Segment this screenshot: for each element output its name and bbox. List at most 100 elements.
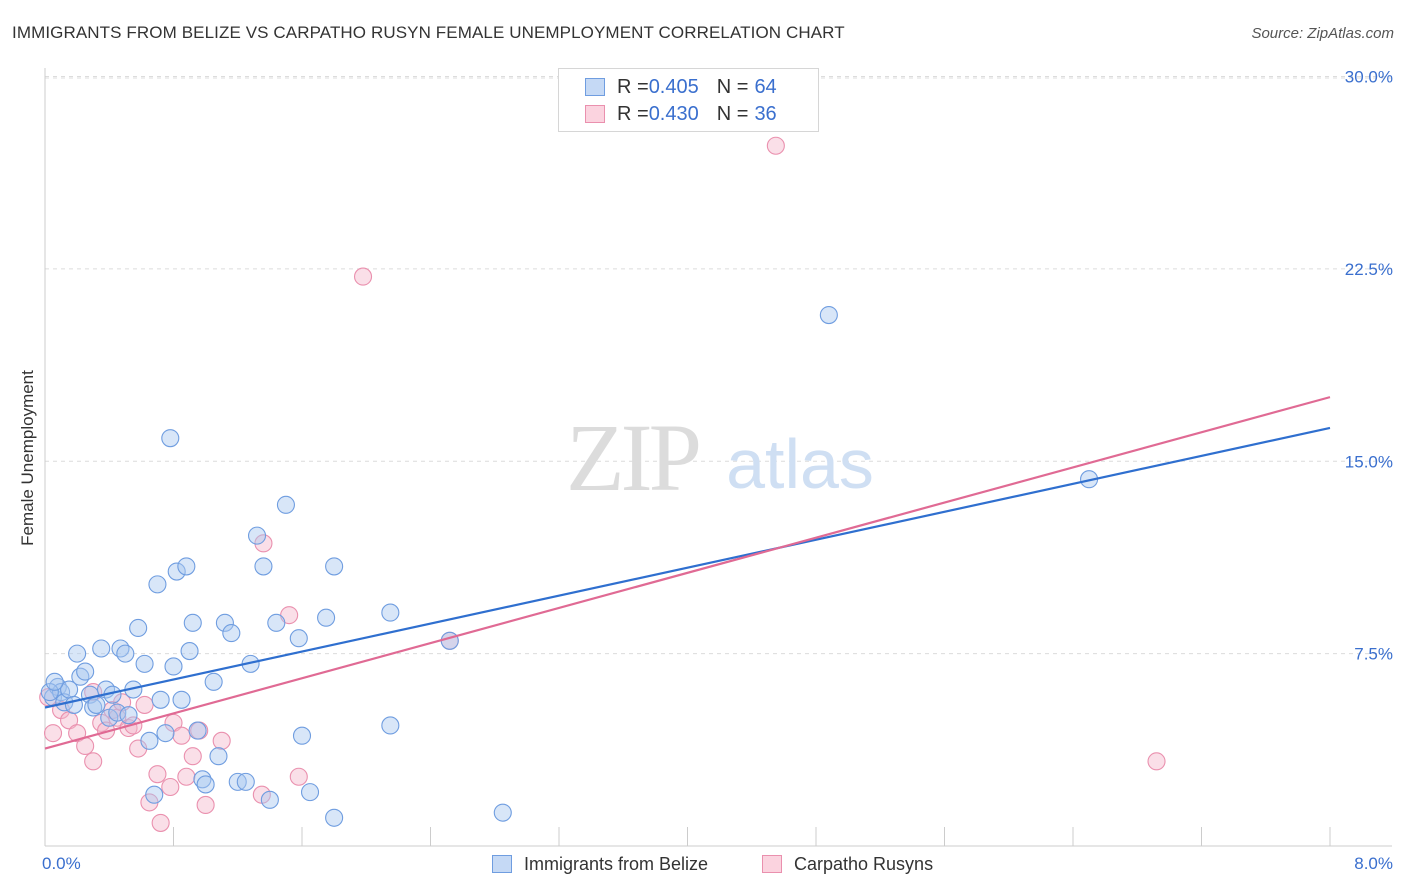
trend-lines bbox=[44, 396, 1331, 750]
x-tick-label-max: 8.0% bbox=[1354, 854, 1393, 873]
data-point-belize bbox=[222, 624, 241, 643]
series-belize-points bbox=[40, 305, 1099, 827]
data-point-belize bbox=[71, 667, 90, 686]
data-point-belize bbox=[45, 672, 64, 691]
data-point-belize bbox=[140, 731, 159, 750]
data-point-belize bbox=[135, 654, 154, 673]
data-point-belize bbox=[247, 526, 267, 545]
data-point-belize bbox=[209, 747, 228, 766]
data-point-carpatho-rusyns bbox=[1147, 752, 1166, 771]
data-point-belize bbox=[196, 775, 215, 794]
data-point-belize bbox=[87, 695, 106, 714]
data-point-belize bbox=[215, 613, 234, 632]
data-point-belize bbox=[260, 790, 279, 809]
data-point-belize bbox=[84, 698, 103, 717]
watermark-zip: ZIP bbox=[566, 404, 699, 511]
data-point-belize bbox=[145, 785, 164, 804]
legend-r-value: 0.405 bbox=[648, 75, 699, 98]
legend-n-value: 36 bbox=[754, 102, 777, 125]
data-point-belize bbox=[76, 662, 95, 681]
data-point-belize bbox=[267, 613, 286, 632]
y-tick-label: 15.0% bbox=[1345, 452, 1393, 471]
data-point-carpatho-rusyns bbox=[84, 752, 103, 771]
data-point-belize bbox=[292, 726, 312, 745]
data-point-belize bbox=[204, 672, 223, 691]
data-point-belize bbox=[236, 772, 255, 791]
data-point-belize bbox=[381, 603, 400, 622]
data-point-belize bbox=[300, 783, 320, 802]
watermark: ZIP atlas bbox=[566, 404, 874, 511]
data-point-belize bbox=[188, 721, 207, 740]
legend-row-belize: R = 0.405 N = 64 bbox=[585, 76, 777, 98]
data-point-carpatho-rusyns bbox=[353, 267, 373, 286]
data-point-belize bbox=[183, 613, 202, 632]
data-point-carpatho-rusyns bbox=[161, 777, 180, 797]
data-point-belize bbox=[317, 608, 336, 627]
trend-line-belize bbox=[44, 426, 1331, 709]
data-point-belize bbox=[167, 562, 186, 581]
y-tick-label: 22.5% bbox=[1345, 260, 1393, 279]
data-point-belize bbox=[119, 706, 138, 725]
bottom-legend-swatch-pink bbox=[762, 855, 782, 873]
legend-r-label: R = bbox=[617, 75, 649, 98]
data-point-belize bbox=[156, 724, 175, 743]
trend-line-carpatho-rusyns bbox=[44, 396, 1331, 750]
data-point-belize bbox=[276, 495, 295, 514]
data-point-belize bbox=[92, 639, 111, 658]
data-point-belize bbox=[325, 557, 344, 576]
bottom-legend-label-belize: Immigrants from Belize bbox=[524, 853, 709, 874]
data-point-belize bbox=[177, 557, 196, 576]
data-point-belize bbox=[148, 575, 167, 594]
data-point-belize bbox=[254, 557, 273, 576]
watermark-atlas: atlas bbox=[726, 425, 874, 503]
grid-layer bbox=[45, 76, 1392, 655]
y-tick-label: 7.5% bbox=[1354, 645, 1393, 664]
axes-layer bbox=[44, 68, 1392, 847]
legend-row-rusyn: R = 0.430 N = 36 bbox=[585, 103, 777, 125]
data-point-belize bbox=[68, 644, 87, 663]
data-point-belize bbox=[819, 305, 838, 325]
correlation-legend: R = 0.405 N = 64 R = 0.430 N = 36 bbox=[558, 68, 819, 132]
data-point-carpatho-rusyns bbox=[212, 731, 231, 750]
bottom-legend-swatch-blue bbox=[492, 855, 512, 873]
data-point-belize bbox=[161, 429, 180, 448]
legend-r-label: R = bbox=[617, 102, 649, 125]
data-point-carpatho-rusyns bbox=[289, 767, 308, 786]
data-point-belize bbox=[108, 703, 127, 722]
data-point-belize bbox=[172, 690, 191, 709]
legend-n-label: N = bbox=[716, 75, 749, 98]
data-point-belize bbox=[111, 639, 130, 658]
x-tick-label-min: 0.0% bbox=[42, 854, 81, 873]
y-tick-label: 30.0% bbox=[1345, 68, 1393, 87]
legend-swatch-blue bbox=[585, 78, 605, 96]
y-axis-label: Female Unemployment bbox=[18, 370, 37, 546]
data-point-belize bbox=[325, 808, 344, 827]
tick-labels: 7.5% 15.0% 22.5% 30.0% 0.0% 8.0% bbox=[42, 68, 1393, 874]
legend-n-label: N = bbox=[716, 102, 749, 125]
data-point-belize bbox=[164, 657, 183, 676]
data-point-carpatho-rusyns bbox=[172, 726, 191, 745]
source-label: Source: ZipAtlas.com bbox=[1251, 25, 1394, 42]
data-point-belize bbox=[440, 631, 459, 650]
data-point-belize bbox=[180, 642, 199, 661]
data-point-carpatho-rusyns bbox=[135, 695, 154, 714]
data-point-carpatho-rusyns bbox=[766, 136, 785, 155]
data-point-carpatho-rusyns bbox=[177, 767, 196, 786]
legend-r-value: 0.430 bbox=[648, 102, 699, 125]
data-point-belize bbox=[193, 770, 212, 789]
legend-swatch-pink bbox=[585, 105, 605, 123]
bottom-legend-rusyn: Carpatho Rusyns bbox=[762, 852, 933, 876]
data-point-carpatho-rusyns bbox=[68, 724, 87, 743]
data-point-belize bbox=[116, 644, 135, 663]
bottom-legend-label-rusyn: Carpatho Rusyns bbox=[794, 853, 934, 874]
data-point-belize bbox=[493, 803, 512, 822]
data-point-carpatho-rusyns bbox=[196, 795, 215, 815]
data-point-carpatho-rusyns bbox=[43, 724, 63, 743]
data-point-belize bbox=[40, 683, 59, 702]
data-point-belize bbox=[151, 690, 170, 709]
data-point-belize bbox=[381, 716, 400, 735]
data-point-belize bbox=[129, 618, 148, 638]
data-point-belize bbox=[289, 629, 308, 648]
data-point-carpatho-rusyns bbox=[183, 747, 202, 766]
